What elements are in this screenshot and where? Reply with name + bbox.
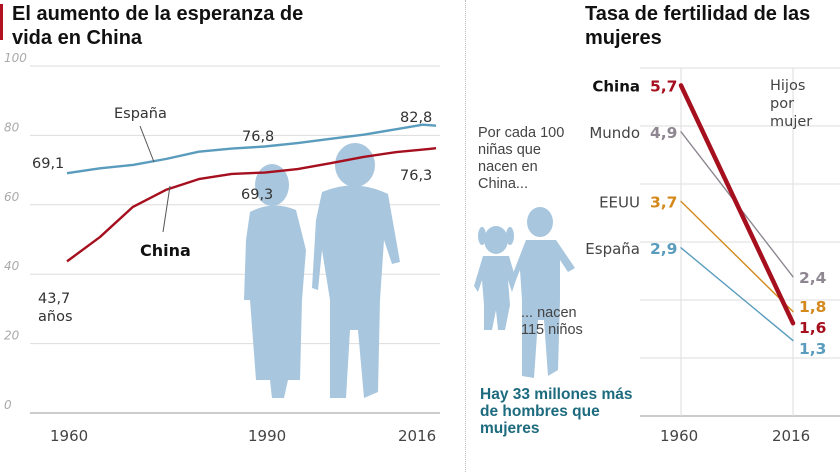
value-label-2016: 1,8	[799, 298, 826, 316]
espana-label: España	[114, 106, 167, 122]
series-line-espana	[680, 247, 794, 342]
y-tick-label: 80	[4, 120, 20, 134]
china-label: China	[140, 241, 191, 260]
y-axis-label: Hijos	[770, 78, 805, 94]
value-label-1960: 5,7	[650, 77, 677, 95]
births-outro-text: ... nacen 115 niños	[521, 305, 583, 338]
value-label-2016: 2,4	[799, 269, 827, 287]
series-line-china	[66, 147, 437, 263]
value-label: 69,3	[241, 187, 273, 203]
value-label: 69,1	[32, 156, 64, 172]
country-label-eeuu: EEUU	[599, 193, 640, 211]
series-line-espana	[66, 123, 437, 175]
y-tick-label: 0	[4, 398, 12, 412]
country-label-mundo: Mundo	[589, 124, 640, 142]
x-tick-label: 1990	[248, 427, 286, 445]
value-label-1960: 3,7	[650, 193, 677, 211]
x-tick-label: 2016	[772, 427, 810, 445]
series-line-china	[678, 83, 796, 326]
y-tick-label: 20	[4, 329, 20, 343]
espana-leader-line	[139, 125, 155, 163]
elderly-man-silhouette	[312, 143, 400, 398]
value-label-1960: 2,9	[650, 240, 677, 258]
country-label-espana: España	[585, 240, 640, 258]
y-tick-label: 40	[4, 259, 20, 273]
value-label-1960: 4,9	[650, 124, 677, 142]
x-tick-label: 1960	[50, 427, 88, 445]
elderly-woman-silhouette	[244, 164, 306, 398]
value-label-2016: 1,6	[799, 319, 826, 337]
value-label-2016: 1,3	[799, 340, 826, 358]
girl-silhouette	[474, 226, 516, 330]
value-label: 76,8	[242, 129, 274, 145]
china-leader-line	[162, 185, 171, 233]
boy-silhouette	[512, 207, 575, 378]
births-intro-text: Por cada 100 niñas que nacen en China...	[478, 125, 565, 192]
series-line-eeuu	[680, 200, 794, 313]
value-label: 76,3	[400, 168, 432, 184]
x-tick-label: 2016	[398, 427, 436, 445]
country-label-china: China	[592, 77, 640, 95]
value-label: 82,8	[400, 110, 432, 126]
y-tick-label: 60	[4, 190, 20, 204]
value-label: años	[38, 309, 73, 325]
silhouettes	[244, 143, 575, 398]
y-tick-label: 100	[4, 51, 27, 65]
value-label: 43,7	[38, 291, 70, 307]
section-divider	[465, 0, 466, 472]
fertility-title: Tasa de fertilidad de las mujeres	[585, 3, 811, 49]
life-expectancy-title: El aumento de la esperanza de vida en Ch…	[12, 3, 304, 49]
x-tick-label: 1960	[660, 427, 698, 445]
title-accent-bar	[0, 4, 3, 40]
y-axis-label: mujer	[770, 114, 812, 130]
y-axis-label: por	[770, 96, 794, 112]
gender-gap-highlight: Hay 33 millones más de hombres que mujer…	[480, 386, 633, 437]
